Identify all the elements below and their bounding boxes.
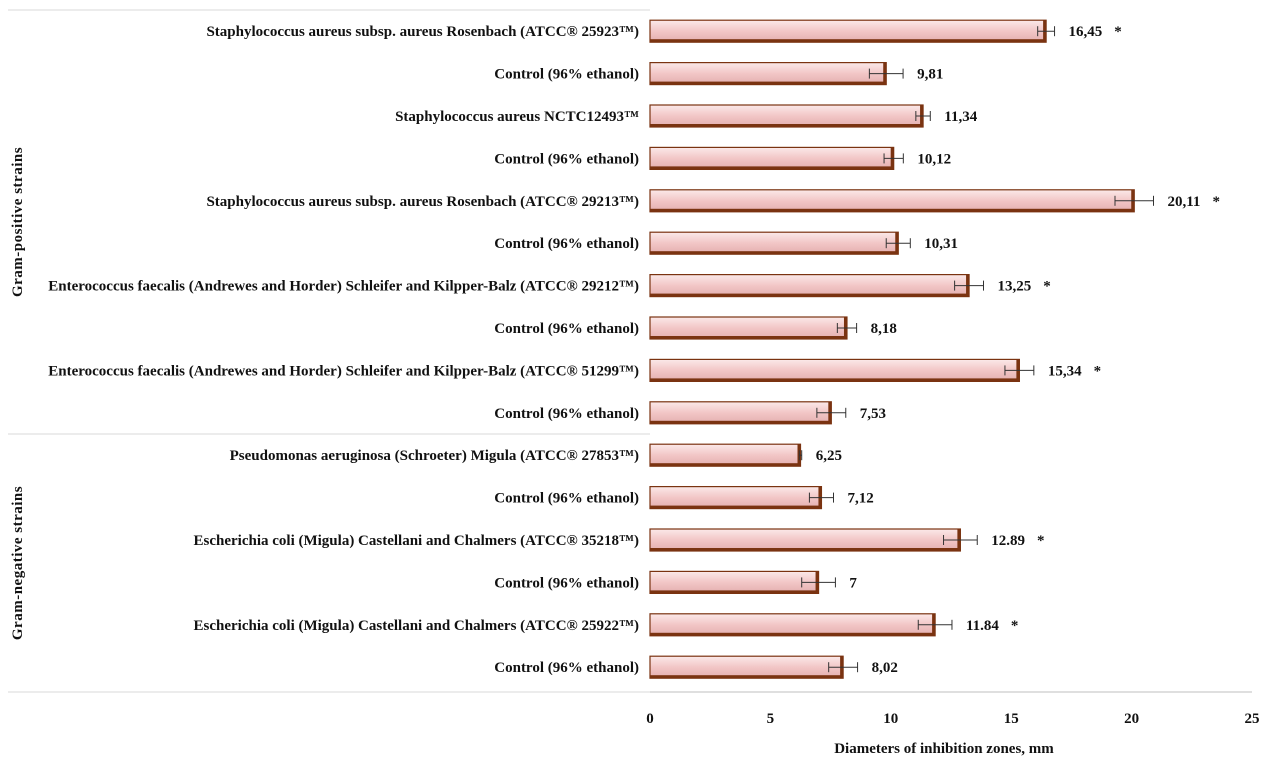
- data-label: 9,81: [917, 67, 943, 83]
- category-label: Escherichia coli (Migula) Castellani and…: [194, 533, 640, 549]
- data-label: 7,53: [860, 406, 886, 422]
- bar: [649, 358, 1020, 382]
- significance-marker: *: [1011, 618, 1019, 634]
- data-label: 6,25: [816, 448, 842, 464]
- data-label: 8,02: [872, 660, 898, 676]
- bar-shadow: [650, 505, 822, 509]
- x-axis: 0 5 10 15 20 25: [646, 691, 1260, 727]
- group-label: Gram-negative strains: [10, 486, 26, 640]
- category-label: Control (96% ethanol): [494, 575, 639, 591]
- x-tick-label: 15: [1004, 711, 1019, 727]
- category-labels: Gram-positive strains Gram-negative strai…: [10, 24, 639, 676]
- data-label: 8,18: [871, 321, 897, 337]
- bar: [649, 655, 844, 679]
- data-label: 7: [849, 575, 857, 591]
- category-label: Staphylococcus aureus subsp. aureus Rose…: [206, 194, 639, 210]
- significance-marker: *: [1114, 24, 1122, 40]
- data-label: 7,12: [847, 491, 873, 507]
- category-label: Control (96% ethanol): [494, 67, 639, 83]
- bar-shadow: [650, 463, 801, 467]
- bar-shadow: [650, 251, 899, 255]
- bar-shadow: [650, 81, 887, 85]
- bar-shadow: [650, 208, 1135, 212]
- x-axis-title: Diameters of inhibition zones, mm: [834, 741, 1054, 757]
- category-label: Enterococcus faecalis (Andrewes and Hord…: [48, 279, 639, 295]
- category-label: Pseudomonas aeruginosa (Schroeter) Migul…: [230, 448, 639, 464]
- bar: [649, 486, 823, 510]
- significance-marker: *: [1212, 194, 1220, 210]
- group-separators: [8, 9, 650, 693]
- bar-shadow: [650, 293, 970, 297]
- bar: [649, 146, 895, 170]
- significance-marker: *: [1043, 279, 1051, 295]
- x-tick-label: 10: [883, 711, 898, 727]
- data-label: 12.89: [991, 533, 1025, 549]
- bar-shadow: [650, 548, 961, 551]
- data-label: 16,45: [1069, 24, 1103, 40]
- category-label: Control (96% ethanol): [494, 406, 639, 422]
- bar-shadow: [650, 420, 832, 424]
- bar: [649, 570, 820, 595]
- data-label: 15,34: [1048, 363, 1082, 379]
- bar-shadow: [650, 124, 924, 127]
- category-label: Staphylococcus aureus subsp. aureus Rose…: [206, 24, 639, 40]
- bars: 16,45 * 9,81 11,34 10,12 20,11 * 10,31 13,25 * 8,1…: [649, 19, 1220, 679]
- bar: [649, 61, 887, 86]
- bar: [649, 231, 899, 255]
- category-label: Control (96% ethanol): [494, 491, 639, 507]
- bar: [649, 189, 1135, 213]
- category-label: Control (96% ethanol): [494, 321, 639, 337]
- significance-marker: *: [1094, 363, 1102, 379]
- bar-shadow: [650, 632, 936, 636]
- data-label: 11.84: [966, 618, 999, 634]
- x-tick-label: 20: [1124, 711, 1139, 727]
- bar-shadow: [650, 378, 1020, 382]
- bar: [649, 443, 802, 467]
- data-label: 13,25: [998, 279, 1032, 295]
- x-tick-label: 5: [767, 711, 775, 727]
- data-label: 20,11: [1168, 194, 1201, 210]
- bar: [649, 528, 961, 552]
- significance-marker: *: [1037, 533, 1045, 549]
- bar: [649, 613, 936, 637]
- category-label: Enterococcus faecalis (Andrewes and Hord…: [48, 363, 639, 379]
- bar-shadow: [650, 166, 894, 170]
- data-label: 10,12: [917, 151, 951, 167]
- bar-shadow: [650, 336, 847, 339]
- bar-shadow: [650, 675, 844, 679]
- bar: [649, 104, 924, 128]
- category-label: Escherichia coli (Migula) Castellani and…: [194, 618, 640, 634]
- bar-shadow: [650, 590, 819, 594]
- x-tick-label: 25: [1245, 711, 1260, 727]
- x-tick-label: 0: [646, 711, 654, 727]
- data-label: 11,34: [944, 109, 977, 125]
- bar: [649, 19, 1047, 43]
- category-label: Control (96% ethanol): [494, 236, 639, 252]
- bar: [649, 274, 970, 298]
- bar-shadow: [650, 39, 1047, 43]
- group-label: Gram-positive strains: [10, 147, 26, 297]
- category-label: Control (96% ethanol): [494, 151, 639, 167]
- bar: [649, 316, 848, 340]
- category-label: Staphylococcus aureus NCTC12493™: [395, 109, 639, 125]
- category-label: Control (96% ethanol): [494, 660, 639, 676]
- data-label: 10,31: [924, 236, 958, 252]
- bar: [649, 401, 832, 425]
